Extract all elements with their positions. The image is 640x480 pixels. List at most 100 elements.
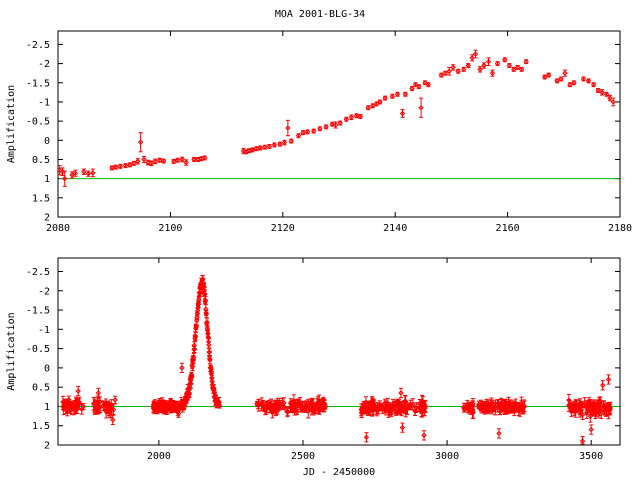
data-points xyxy=(56,49,616,187)
data-point xyxy=(171,158,177,165)
data-point xyxy=(377,99,383,105)
data-point xyxy=(263,401,269,415)
data-point xyxy=(315,396,321,410)
data-point xyxy=(353,113,360,119)
y-tick-label: -1 xyxy=(38,97,50,108)
data-point xyxy=(580,76,587,82)
y-tick-label: -0.5 xyxy=(26,117,50,128)
x-tick-label: 2100 xyxy=(158,223,182,234)
data-point xyxy=(201,155,208,161)
y-tick-label: 0 xyxy=(44,363,50,374)
y-axis-label: Amplification xyxy=(6,312,17,390)
data-point xyxy=(387,404,393,415)
data-point xyxy=(285,119,291,137)
data-point xyxy=(569,402,576,412)
data-point xyxy=(271,399,278,410)
data-point xyxy=(365,104,371,111)
y-tick-label: 0 xyxy=(44,136,50,147)
data-point xyxy=(481,62,487,69)
data-point xyxy=(363,432,370,443)
data-point xyxy=(369,398,376,408)
data-point xyxy=(337,120,343,126)
data-point xyxy=(507,402,513,408)
y-tick-label: 1 xyxy=(44,402,50,413)
bottom-panel: -2.5 -2 -1.5 -1 -0.5 0 0.5 1 1.5 2 2000 2500 3000 350… xyxy=(6,257,621,478)
data-point xyxy=(179,362,185,374)
data-point xyxy=(587,399,593,407)
data-point xyxy=(203,310,210,318)
data-point xyxy=(412,406,418,416)
x-tick-label: 3500 xyxy=(579,451,603,462)
data-point xyxy=(465,62,471,69)
data-point xyxy=(599,89,605,96)
data-point xyxy=(357,113,364,120)
y-tick-label: -2 xyxy=(38,286,50,297)
data-point xyxy=(183,159,189,166)
data-point xyxy=(79,403,85,415)
data-point xyxy=(610,97,616,107)
data-point xyxy=(358,403,364,417)
data-point xyxy=(595,400,601,410)
data-point xyxy=(69,171,75,179)
data-point xyxy=(323,124,329,130)
data-point xyxy=(397,402,404,415)
data-point xyxy=(101,401,107,408)
data-point xyxy=(558,76,564,82)
data-point xyxy=(446,66,452,76)
data-point xyxy=(506,62,512,69)
data-point xyxy=(402,91,409,97)
x-tick-label: 2000 xyxy=(147,451,171,462)
data-point xyxy=(578,400,584,407)
data-point xyxy=(291,403,297,414)
data-point xyxy=(604,402,610,409)
data-point xyxy=(190,352,197,362)
data-point xyxy=(409,85,415,92)
data-point xyxy=(600,380,606,391)
data-point xyxy=(393,399,400,414)
x-tick-label: 2080 xyxy=(46,223,70,234)
data-point xyxy=(73,399,80,411)
x-tick-label: 2120 xyxy=(271,223,295,234)
data-point xyxy=(489,69,496,77)
data-point xyxy=(191,345,198,354)
data-point xyxy=(567,81,573,88)
data-point xyxy=(160,158,167,164)
data-point xyxy=(288,138,294,144)
data-point xyxy=(304,129,311,135)
y-tick-label: 1.5 xyxy=(32,193,50,204)
data-point xyxy=(498,403,505,411)
data-point xyxy=(587,409,594,423)
data-point xyxy=(75,385,81,397)
data-points xyxy=(60,274,613,445)
data-point xyxy=(518,66,525,73)
data-point xyxy=(329,121,335,127)
data-point xyxy=(605,374,612,385)
data-point xyxy=(262,144,268,150)
data-point xyxy=(253,146,260,152)
data-point xyxy=(607,401,613,415)
y-tick-label: -2.5 xyxy=(26,267,50,278)
data-point xyxy=(494,60,501,67)
data-point xyxy=(595,87,601,94)
y-tick-label: 0.5 xyxy=(32,155,50,166)
data-point xyxy=(188,378,194,389)
data-point xyxy=(105,401,111,411)
data-point xyxy=(193,322,200,329)
data-point xyxy=(281,397,287,409)
y-tick-label: 2 xyxy=(44,441,50,452)
data-point xyxy=(317,126,323,132)
data-point xyxy=(311,128,317,134)
data-point xyxy=(81,168,87,175)
data-point xyxy=(60,403,67,416)
data-point xyxy=(382,398,388,408)
data-point xyxy=(255,398,262,407)
data-point xyxy=(399,422,406,433)
data-point xyxy=(496,428,502,439)
data-point xyxy=(95,387,102,399)
data-point xyxy=(418,97,424,118)
data-point xyxy=(418,403,425,409)
y-axis-label: Amplification xyxy=(6,85,17,163)
data-point xyxy=(523,58,529,65)
data-point xyxy=(603,91,610,97)
